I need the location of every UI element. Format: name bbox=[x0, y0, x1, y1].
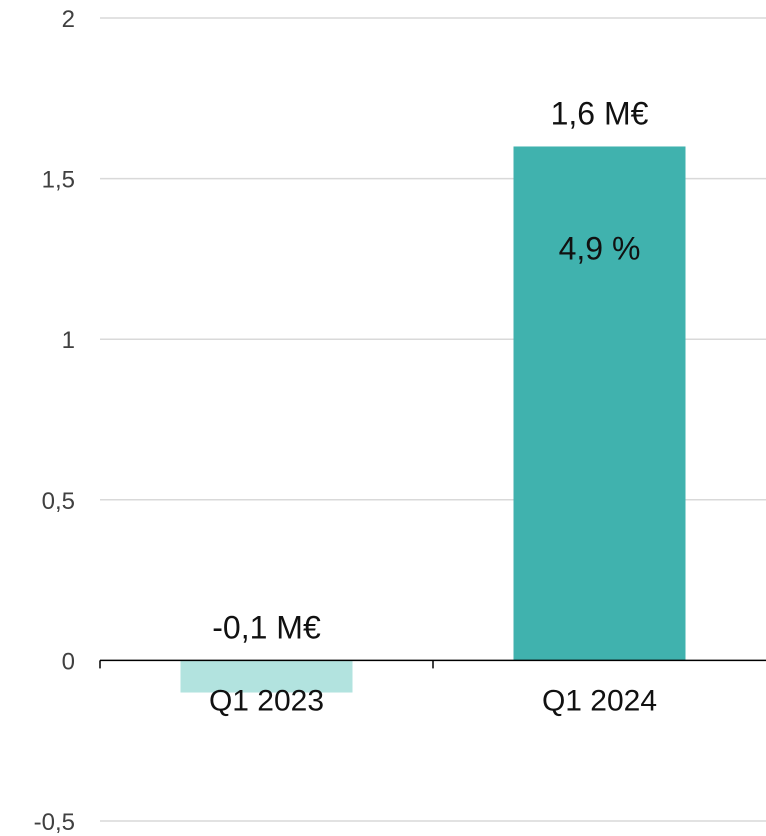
y-axis-tick-labels: 2 1,5 1 0,5 0 -0,5 bbox=[34, 6, 75, 836]
y-tick-label: 2 bbox=[62, 6, 75, 33]
data-labels: -0,1 M€ 1,6 M€ 4,9 % bbox=[212, 95, 648, 645]
y-tick-label: 0,5 bbox=[42, 488, 75, 515]
y-tick-label: -0,5 bbox=[34, 809, 75, 836]
bars bbox=[180, 146, 686, 693]
x-category-label: Q1 2024 bbox=[542, 684, 657, 717]
bar-value-label: -0,1 M€ bbox=[212, 609, 321, 645]
x-category-label: Q1 2023 bbox=[209, 684, 324, 717]
y-tick-label: 0 bbox=[62, 648, 75, 675]
bar-inner-label: 4,9 % bbox=[559, 230, 641, 266]
y-tick-label: 1 bbox=[62, 327, 75, 354]
bar-value-label: 1,6 M€ bbox=[551, 95, 649, 131]
bar bbox=[180, 660, 353, 693]
y-tick-label: 1,5 bbox=[42, 167, 75, 194]
bar bbox=[513, 146, 686, 661]
x-axis-category-labels: Q1 2023 Q1 2024 bbox=[209, 684, 657, 717]
x-axis bbox=[99, 659, 766, 669]
